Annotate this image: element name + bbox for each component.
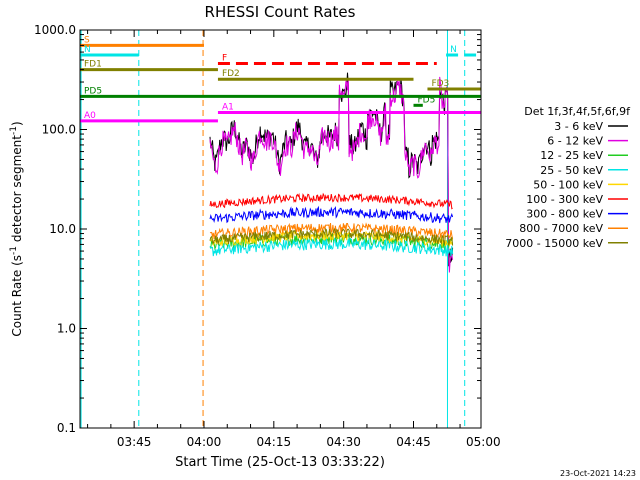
y-axis-label-main: Count Rate (s	[10, 255, 24, 337]
x-tick-label: 04:00	[187, 435, 222, 449]
legend-label: 50 - 100 keV	[533, 178, 603, 191]
y-axis-label-close: )	[10, 121, 24, 126]
y-tick-label: 100.0	[42, 123, 76, 137]
series-line	[209, 76, 454, 273]
y-axis-label-exp2: -1	[9, 126, 19, 135]
legend-label: 100 - 300 keV	[526, 193, 603, 206]
legend-label: 300 - 800 keV	[526, 208, 603, 221]
legend-label: 7000 - 15000 keV	[505, 237, 603, 250]
x-tick-label: 04:30	[326, 435, 361, 449]
y-tick-label: 1.0	[57, 322, 76, 336]
series-line	[209, 227, 454, 246]
x-tick-label: 04:15	[257, 435, 292, 449]
series-line	[209, 205, 454, 224]
x-axis: 03:45 04:00 04:15 04:30 04:45 05:00	[87, 30, 501, 449]
flag-label: F	[222, 54, 227, 64]
x-tick-label: 03:45	[117, 435, 152, 449]
flag-label: A1	[222, 103, 234, 113]
y-axis-label-exp: -1	[9, 246, 19, 255]
legend: Det 1f,3f,4f,5f,6f,9f 3 - 6 keV 6 - 12 ke…	[505, 105, 631, 250]
flag-label: FD2	[222, 69, 240, 79]
flag-label: N	[84, 45, 91, 55]
series-line	[209, 232, 454, 252]
y-axis-label-tail: detector segment	[10, 135, 24, 246]
legend-title: Det 1f,3f,4f,5f,6f,9f	[524, 105, 631, 118]
y-axis: 1000.0 100.0 10.0 1.0 0.1	[34, 23, 481, 435]
legend-label: 3 - 6 keV	[554, 120, 603, 133]
flag-label: FD1	[84, 60, 102, 70]
x-axis-label: Start Time (25-Oct-13 03:33:22)	[175, 455, 385, 470]
flag-label: PD5	[84, 86, 102, 96]
flag-label: A0	[84, 111, 96, 121]
legend-label: 800 - 7000 keV	[519, 222, 603, 235]
series-line	[209, 237, 454, 257]
y-tick-label: 0.1	[57, 421, 76, 435]
flag-label: FD3	[431, 79, 449, 89]
x-tick-label: 04:45	[396, 435, 431, 449]
series-line	[209, 72, 454, 267]
chart-title: RHESSI Count Rates	[205, 3, 356, 21]
x-tick-label: 05:00	[466, 435, 501, 449]
legend-label: 12 - 25 keV	[540, 149, 603, 162]
series-line	[209, 192, 453, 210]
y-tick-label: 10.0	[49, 222, 76, 236]
flag-label: FD5	[417, 95, 435, 105]
y-tick-label: 1000.0	[34, 23, 76, 37]
legend-label: 25 - 50 keV	[540, 164, 603, 177]
y-axis-label: Count Rate (s-1 detector segment-1)	[9, 121, 24, 336]
legend-label: 6 - 12 keV	[547, 135, 603, 148]
flag-label: S	[84, 35, 90, 45]
footer-date: 23-Oct-2021 14:23	[560, 469, 636, 478]
flag-label: N	[450, 45, 457, 55]
